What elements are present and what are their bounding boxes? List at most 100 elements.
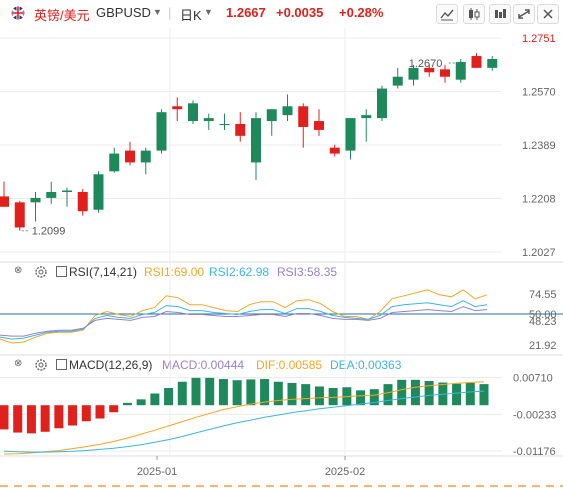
candle-body [377,88,387,119]
dea-line [3,390,485,453]
pair-name[interactable]: 英镑/美元 [34,8,90,23]
macd-histogram-bar [356,390,366,406]
candle-body [408,67,419,80]
candle-body [125,150,135,163]
candle-body [345,118,356,151]
candle-body [487,58,498,68]
macd-histogram-bar [191,377,201,406]
macd-histogram-bar [342,387,352,406]
macd-histogram-bar [81,405,91,422]
price-tick-label: 1.2389 [522,140,556,152]
macd-title: MACD(12,26,9) [69,358,153,372]
candle-body [93,174,104,210]
rsi-title: RSI(7,14,21) [69,265,138,279]
macd-header: ⊗ MACD(12,26,9) MACD:0.00444 DIF:0.00585… [0,357,563,375]
candle-body [361,115,372,119]
price-tick-label: 1.2751 [522,33,556,45]
checkbox-icon[interactable] [56,359,67,370]
rsi-tick-label: 50.00 [529,309,557,321]
divider: | [168,5,172,20]
close-icon[interactable] [537,4,559,24]
chevron-down-icon[interactable]: ▼ [204,7,213,17]
macd-histogram-bar [164,388,174,406]
candle-body [0,196,9,207]
candle-body [62,190,72,192]
macd-histogram-bar [95,405,105,419]
candle-body [251,118,261,163]
current-price: 1.2667 [226,5,266,20]
macd-histogram-bar [218,379,228,406]
candle-body [424,67,435,73]
macd-histogram-bar [13,405,23,433]
candle-body [440,69,450,77]
candle-body [314,121,324,130]
collapse-icon[interactable]: ⊗ [14,358,23,369]
rsi-series-line-rsi2 [0,300,488,340]
rsi-tick-label: 21.92 [529,340,557,352]
line-chart-icon[interactable] [436,4,458,24]
candle-body [188,103,198,122]
symbol[interactable]: GBPUSD [96,5,151,20]
candle-body [266,109,277,122]
macd-histogram-bar [369,389,379,406]
candle-body [203,118,214,122]
expand-icon[interactable] [513,4,535,24]
dif-value: DIF:0.00585 [256,358,323,372]
gear-icon[interactable] [34,265,48,279]
price-tick-label: 1.2570 [522,87,556,99]
candle-body [109,153,120,172]
candle-body [46,191,57,198]
candle-body [156,112,167,151]
macd-histogram-bar [383,384,393,406]
rsi-series-line-rsi3 [0,306,488,337]
candle-body [235,124,246,136]
rsi-series-line-rsi1 [0,289,488,344]
chevron-down-icon[interactable]: ▼ [153,7,162,17]
collapse-icon[interactable]: ⊗ [14,265,23,276]
candle-body [455,61,466,80]
macd-histogram-bar [328,388,338,406]
macd-tick-label: -0.00233 [513,409,556,421]
macd-histogram-bar [314,386,324,406]
macd-histogram-bar [260,379,270,406]
macd-histogram-bar [246,379,256,406]
candle-body [219,124,230,126]
macd-histogram-bar [397,379,407,406]
candle-body [172,106,183,110]
macd-histogram-bar [136,399,146,406]
chart-header: 英镑/美元 GBPUSD ▼ | 日K ▼ 1.2667 +0.0035 +0.… [0,0,563,28]
macd-histogram-bar [287,382,297,406]
price-change-pct: +0.28% [339,5,384,20]
macd-histogram-bar [54,405,64,429]
macd-histogram-bar [26,405,36,434]
price-change: +0.0035 [276,5,324,20]
time-axis-label: 2025-01 [137,466,177,478]
macd-histogram-bar [273,381,283,406]
price-tick-label: 1.2027 [522,247,556,259]
price-tick-label: 1.2208 [522,194,556,206]
candle-body [140,150,151,163]
rsi1-value: RSI1:69.00 [144,265,205,279]
rsi2-value: RSI2:62.98 [209,265,270,279]
macd-histogram-bar [122,402,132,406]
rsi3-value: RSI3:58.35 [277,265,338,279]
macd-histogram-bar [479,384,489,406]
rsi-tick-label: 74.55 [529,289,557,301]
candle-settings-icon[interactable] [463,4,485,24]
rsi-tick-label: 48.23 [529,316,557,328]
macd-histogram-bar [109,405,119,413]
dif-line [3,381,485,455]
candle-body [298,106,309,127]
macd-histogram-bar [424,380,434,406]
macd-value: MACD:0.00444 [162,358,245,372]
gear-icon[interactable] [34,358,48,372]
candle-body [282,106,293,116]
candle-body [14,202,25,228]
checkbox-icon[interactable] [56,266,67,277]
macd-histogram-bar [205,377,215,406]
low-annotation: 1.2099 [32,226,66,238]
period-selector[interactable]: 日K [180,8,202,23]
indicator-icon[interactable] [489,4,511,24]
uk-flag-icon [11,6,25,20]
